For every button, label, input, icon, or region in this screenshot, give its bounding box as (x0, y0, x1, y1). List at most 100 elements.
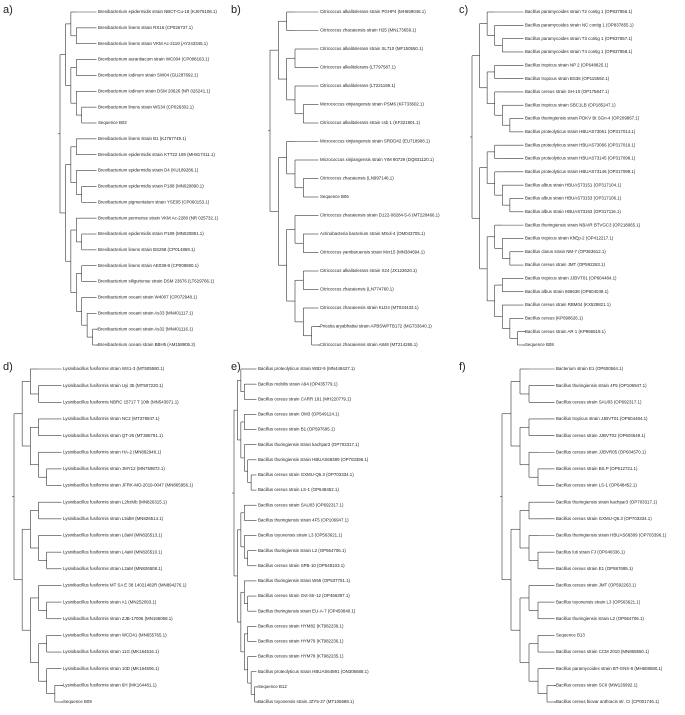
leaf-label: Lysinibacillus fusiformis strain Uyi 35 … (63, 383, 164, 388)
leaf-label: Citricoccus alkalitolerans (LT797587.1) (320, 65, 396, 70)
leaf-label: Brevibacterium epidermidis strain P188 (… (98, 184, 204, 189)
leaf-label: Bacillus cereus strain JMT (OP592263.1) (525, 262, 605, 267)
leaf-label: Citricoccus zhacaiensis strain D122-0828… (320, 213, 440, 218)
leaf-label: Micrococcus xinjiangensis strain PSM6 (K… (320, 102, 424, 107)
leaf-label: Lysinibacillus fusiformis MT SA E 38 140… (63, 583, 187, 588)
leaf-label: Sequence B13 (556, 633, 585, 638)
leaf-label: Bacillus cereus strain RBM04 (KX529821.1… (525, 302, 611, 307)
leaf-label: Bacillus thuringiensis strain PDKV Bt SG… (525, 116, 640, 121)
leaf-label: Brevibacterium siliguriense strain DSM 2… (98, 279, 215, 284)
leaf-label: Bacillus tropicus strain JJBVT01 (OP6044… (556, 416, 648, 421)
leaf-label: Brevibacterium iodinum strain DSM 20626 … (98, 88, 211, 93)
leaf-label: Bacillus thuringiensis strain kachpar3 (… (258, 442, 360, 447)
leaf-label: Sequence B09 (63, 699, 92, 704)
leaf-label: Bacillus cereus strain AR 1 (KP966519.1) (525, 329, 606, 334)
leaf-label: Lysinibacillus fusiformis strain L2hzMb … (63, 499, 167, 504)
leaf-label: Bacillus tropicus strain SBC1LB (OP18524… (525, 102, 616, 107)
leaf-label: Lysinibacillus fusiformis strain QT-26 (… (63, 433, 163, 438)
leaf-label: Bacillus toyonensis strain L3 (OP563621.… (258, 533, 343, 538)
leaf-label: Bacillus albus strain 868638 (OP604049.1… (525, 289, 609, 294)
leaf-label: Brevibacterium aurantiacum strain WC004 … (98, 57, 210, 62)
leaf-label: Bacillus paramycoides strain BT-GNS-8 (M… (556, 666, 663, 671)
panel-label: f) (459, 361, 466, 373)
leaf-label: Citricoccus zhacaiensis strain A848 (MT2… (320, 342, 418, 347)
leaf-label: Brevibacterium oceani strain W4007 (CP07… (98, 295, 198, 300)
leaf-label: Brevibacterium epidermidis strain D4 (KU… (98, 168, 199, 173)
leaf-label: Bacillus thuringiensis strain 4F5 (OP106… (258, 518, 349, 523)
leaf-label: Brevibacterium permense strain VKM Ac-22… (98, 215, 219, 220)
leaf-label: Bacillus cereus strain JMT (OP592263.1) (556, 583, 636, 588)
leaf-label: Sequence B12 (258, 684, 287, 689)
leaf-label: Brevibacterium linens strain RS16 (CP026… (98, 25, 193, 30)
leaf-label: Brevibacterium linens strain AE038-8 (CP… (98, 263, 199, 268)
leaf-label: Lysinibacillus fusiformis strain WCD41 (… (63, 633, 167, 638)
leaf-label: Bacillus cereus strain LS-1 (OP648452.1) (258, 487, 339, 492)
leaf-label: Citricoccus zhacaiensis strain H25 (MN17… (320, 28, 417, 33)
leaf-label: Brevibacterium pigmentatum strain YSE05 … (98, 199, 210, 204)
leaf-label: Bacillus cereus strain GXMU-Q5.3 (OP7033… (258, 472, 354, 477)
leaf-label: Bacillus cereus strain SAU03 (OP692317.1… (258, 502, 344, 507)
leaf-label: Bacillus cereus strain HYM79 (KT982236.1… (258, 639, 344, 644)
leaf-label: Micrococcus xinjiangensis strain YIM 907… (320, 157, 434, 162)
panel-label: c) (459, 4, 468, 16)
leaf-label: Citricoccus alkalitolerans strain SL710 … (320, 46, 424, 51)
leaf-label: Bacillus cereus strain B1 (OP597695.1) (258, 427, 335, 432)
leaf-label: Bacillus albus strain HBUAS73151 (OP3171… (525, 182, 622, 187)
leaf-label: Bacillus cereus strain Gvt-Str-12 (OP456… (258, 593, 350, 598)
leaf-label: Brevibacterium iodinum strain SW04 (GU28… (98, 73, 199, 78)
leaf-label: Micrococcus xinjiangensis strain SRDD42 … (320, 139, 430, 144)
leaf-label: Brevibacterium oceani strain As33 (MN401… (98, 310, 194, 315)
leaf-label: Bacillus proteolyticus strain WB2-9 (MN4… (258, 366, 355, 371)
leaf-label: Brevibacterium epidermidis strain KTT22 … (98, 152, 215, 157)
leaf-label: Bacillus thuringiensis strain 4F5 (OP106… (556, 383, 647, 388)
leaf-label: Bacillus cereus strain LS-1 (OP648452.1) (556, 483, 637, 488)
leaf-label: Bacterium strain E1 (OP600564.1) (556, 366, 624, 371)
leaf-label: Lysinibacillus fusiformis strain WS1-3 (… (63, 366, 165, 371)
leaf-label: Lysinibacillus fusiformis strain JMY12 (… (63, 466, 165, 471)
leaf-label: Citricoccus zhacaiensis (LN997146.1) (320, 176, 394, 181)
leaf-label: Lysinibacillus fusiformis strain NC2 (MT… (63, 416, 160, 421)
leaf-label: Bacillus albus strain HBUAS73153 (OP3171… (525, 196, 622, 201)
leaf-label: Bacillus cereus strain HYM78 (KT982235.1… (258, 654, 344, 659)
leaf-label: Brevibacterium linens strain WS34 (CP026… (98, 104, 194, 109)
leaf-label: Lysinibacillus fusiformis strain L8aM (M… (63, 533, 163, 538)
leaf-label: Bacillus cereus strain BS.P (OP612721.1) (556, 466, 638, 471)
leaf-label: Bacillus albus strain HBUAS73163 (OP3171… (525, 209, 621, 214)
leaf-label: Bacillus thuringiensis strain L2 (OP5547… (258, 548, 346, 553)
panel-label: d) (3, 361, 13, 373)
leaf-label: Lysinibacillus fusiformis strain L5idM (… (63, 516, 164, 521)
panel-label: a) (3, 4, 13, 16)
leaf-label: Brevibacterium linens strain VKM Ac-2119… (98, 41, 208, 46)
leaf-label: Lysinibacillus fusiformis strain A1 (MN2… (63, 599, 157, 604)
leaf-label: Bacillus paramycoides strain NC contig 1… (525, 22, 634, 27)
leaf-label: Bacillus cereus strain JJBVT02 (OP604549… (556, 433, 646, 438)
leaf-label: Bacillus proteolyticus strain HBUAS73061… (525, 129, 636, 134)
leaf-label: Bacillus paramycoides strain T3 contig 1… (525, 36, 633, 41)
leaf-label: Lysinibacillus fusiformis strain 11G (MK… (63, 649, 159, 654)
leaf-label: Bacillus thuringiensis strain NBAIR BTVG… (525, 222, 641, 227)
leaf-label: Citricoccus alkalitolerans strain X24 (J… (320, 268, 417, 273)
tree-panel: c) Bacillus paramycoides strain T2 contig… (459, 4, 641, 347)
leaf-label: Bacillus cereus (KP698626.1) (525, 316, 583, 321)
leaf-label: Bacillus cereus strain GXMU-Q5.3 (OP7033… (556, 516, 652, 521)
leaf-label: Citricoccus zhacaiensis strain KLD4 (MT0… (320, 305, 419, 310)
leaf-label: Bacillus thuringiensis strain HBUAS68389… (258, 457, 369, 462)
leaf-label: Sequence B06 (320, 194, 349, 199)
leaf-label: Sequence B02 (98, 120, 127, 125)
leaf-label: Brevibacterium linens strain B1 (KJ76774… (98, 136, 187, 141)
leaf-label: Bacillus thuringiensis strain HBUAS68389… (556, 533, 667, 538)
leaf-label: Priestia aryabhattai strain APBSWPTB172 … (320, 324, 432, 329)
leaf-label: Bacillus cereus strain OM3 (OP549124.1) (258, 412, 340, 417)
leaf-label: Bacillus cereus strain E1 (OP597695.1) (556, 566, 633, 571)
leaf-label: Bacillus cereus strain SH-10 (OP175847.1… (525, 89, 609, 94)
leaf-label: Citricoccus alkalitolerans strain csb 1 … (320, 120, 421, 125)
leaf-label: Bacillus tropicus strain JJBVT01 (OP6044… (525, 276, 617, 281)
tree-panel: e) Bacillus proteolyticus strain WB2-9 (M… (231, 361, 369, 704)
leaf-label: Bacillus toyonensis strain JZY5-27 (MT10… (258, 699, 354, 704)
leaf-label: Lysinibacillus fusiformis strain HA-2 (M… (63, 449, 162, 454)
leaf-label: Brevibacterium epidermidis strain NBCT-C… (98, 9, 217, 14)
leaf-label: Citricoccus alkalitolerans strain PGHP4 … (320, 9, 426, 14)
leaf-label: Lysinibacillus fusiformis strain JFRK-MO… (63, 483, 194, 488)
leaf-label: Lysinibacillus fusiformis strain ZJB-170… (63, 616, 173, 621)
